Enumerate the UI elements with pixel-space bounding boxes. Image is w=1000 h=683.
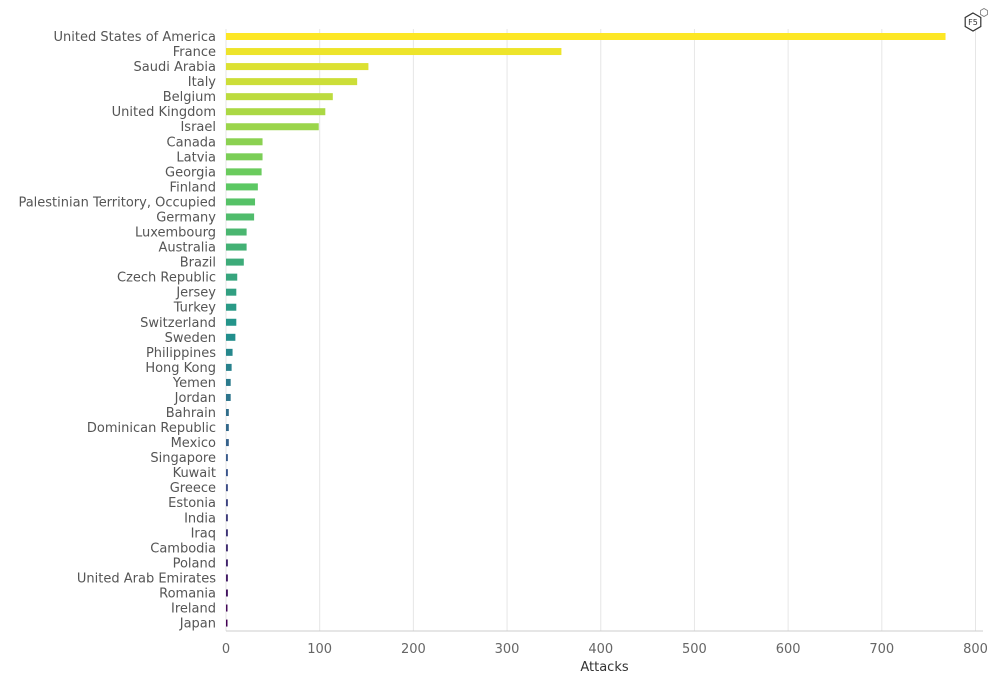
category-label: Dominican Republic (87, 421, 216, 436)
bar (226, 484, 228, 492)
bar (226, 63, 369, 71)
bar (226, 393, 231, 401)
bar (226, 348, 233, 356)
category-label: Australia (158, 241, 216, 256)
x-tick-label: 0 (222, 642, 230, 657)
bar (226, 108, 326, 116)
bar (226, 33, 946, 40)
x-tick-label: 700 (869, 642, 894, 657)
x-tick-label: 200 (401, 642, 426, 657)
f5-logo: F5 (964, 8, 988, 32)
f5-hexagon-logo-icon (964, 12, 982, 32)
category-label: France (173, 45, 216, 60)
x-tick-label: 300 (495, 642, 520, 657)
category-label: Mexico (171, 436, 216, 451)
x-tick-labels: 0 100 200 300 400 500 600 700 800 (222, 642, 988, 657)
bar (226, 499, 228, 507)
category-label: United Arab Emirates (77, 571, 216, 586)
bar (226, 619, 228, 627)
category-label: Romania (159, 586, 216, 601)
bar (226, 138, 263, 146)
category-label: Turkey (173, 301, 217, 316)
category-label: Iraq (191, 526, 216, 541)
category-label: Italy (188, 75, 217, 90)
category-label: Georgia (165, 165, 216, 180)
category-label: Bahrain (166, 406, 216, 421)
bar (226, 439, 229, 447)
x-tick-label: 600 (776, 642, 801, 657)
category-label: Saudi Arabia (134, 60, 217, 75)
bar (226, 333, 236, 341)
category-label: Philippines (146, 346, 216, 361)
category-label: Poland (173, 556, 216, 571)
bar (226, 454, 228, 462)
category-label: Yemen (172, 376, 216, 391)
bar (226, 183, 258, 191)
category-label: Hong Kong (145, 361, 216, 376)
x-tick-label: 800 (963, 642, 988, 657)
category-label: Jordan (174, 391, 216, 406)
bar (226, 574, 228, 582)
category-label: Latvia (176, 150, 216, 165)
x-tick-label: 500 (682, 642, 707, 657)
category-label: Czech Republic (117, 271, 216, 286)
category-label: Germany (156, 210, 216, 225)
bar (226, 424, 229, 432)
bar (226, 198, 256, 206)
bar (226, 288, 237, 296)
bar (226, 469, 228, 477)
category-label: United States of America (54, 30, 216, 45)
bar (226, 529, 228, 537)
category-label: United Kingdom (112, 105, 216, 120)
category-label: Estonia (168, 496, 216, 511)
gridlines (225, 29, 977, 631)
bar (226, 153, 263, 161)
x-axis-title: Attacks (580, 660, 629, 675)
bar (226, 559, 228, 567)
x-tick-label: 100 (307, 642, 332, 657)
category-label: Canada (167, 135, 216, 150)
bar (226, 243, 247, 251)
category-label: Switzerland (140, 316, 216, 331)
category-label: Japan (179, 617, 216, 632)
x-tick-label: 400 (588, 642, 613, 657)
bar (226, 589, 228, 597)
bar (226, 604, 228, 612)
bar (226, 363, 232, 371)
bar (226, 123, 319, 131)
category-label: Sweden (165, 331, 216, 346)
category-label: Luxembourg (135, 226, 216, 241)
bar (226, 258, 244, 266)
bar (226, 78, 358, 86)
category-label: India (184, 511, 216, 526)
bar (226, 378, 231, 386)
bar (226, 228, 247, 236)
bar (226, 93, 333, 101)
category-label: Ireland (171, 602, 216, 617)
bar (226, 273, 238, 281)
bar (226, 409, 229, 416)
f5-small-hexagon-icon (980, 8, 988, 17)
category-label: Cambodia (150, 541, 216, 556)
category-label: Kuwait (173, 466, 216, 481)
category-label: Greece (170, 481, 216, 496)
bar (226, 318, 237, 326)
bar (226, 213, 255, 221)
category-label: Belgium (163, 90, 216, 105)
bar (226, 48, 562, 56)
bar (226, 303, 237, 311)
category-label: Singapore (150, 451, 216, 466)
category-label: Israel (180, 120, 216, 135)
bar (226, 514, 228, 522)
bars (226, 33, 946, 627)
category-label: Brazil (180, 256, 216, 271)
bar (226, 168, 262, 176)
f5-logo-text: F5 (968, 18, 978, 27)
category-label: Finland (170, 180, 216, 195)
category-label: Jersey (175, 286, 216, 301)
category-label: Palestinian Territory, Occupied (18, 195, 216, 210)
bar (226, 544, 228, 552)
